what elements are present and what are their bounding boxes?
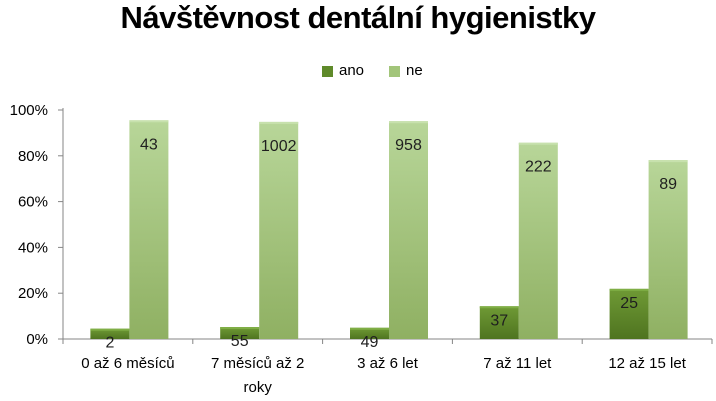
bar-ano xyxy=(220,327,260,339)
data-label-ne: 1002 xyxy=(261,138,297,155)
y-tick-label: 80% xyxy=(18,148,48,165)
bar-top-ne xyxy=(259,121,299,124)
x-tick-label: 7 až 11 let xyxy=(483,355,552,372)
bar-ano xyxy=(350,327,389,339)
y-tick-label: 0% xyxy=(26,331,48,348)
data-label-ano: 2 xyxy=(105,335,114,352)
y-tick-label: 100% xyxy=(10,102,48,119)
x-tick-label: 12 až 15 let xyxy=(608,355,686,372)
y-tick-label: 60% xyxy=(18,194,48,211)
bar-top-ne xyxy=(518,142,558,145)
bar-top-ne xyxy=(129,120,169,123)
legend-swatch-ne xyxy=(389,65,400,77)
x-tick-label: 7 měsíců až 2 roky xyxy=(211,355,304,396)
legend-label-ano: ano xyxy=(339,62,365,79)
data-label-ano: 25 xyxy=(620,295,638,312)
legend: ano ne xyxy=(0,60,716,82)
legend-label-ne: ne xyxy=(406,62,423,79)
bar-top-ano xyxy=(350,327,389,330)
legend-item-ne: ne xyxy=(389,60,423,82)
data-label-ne: 89 xyxy=(659,176,677,193)
data-label-ne: 43 xyxy=(140,136,158,153)
bar-ne xyxy=(259,121,299,340)
bar-top-ano xyxy=(90,328,130,331)
data-label-ano: 55 xyxy=(231,333,249,350)
bar-top-ne xyxy=(389,121,428,124)
bar-ano xyxy=(479,306,519,339)
bar-top-ano xyxy=(479,306,519,309)
y-tick-label: 40% xyxy=(18,239,48,256)
bar-ne xyxy=(648,160,688,339)
legend-swatch-ano xyxy=(322,65,333,77)
bar-ne xyxy=(129,120,169,340)
bar-top-ano xyxy=(609,288,649,291)
data-label-ano: 37 xyxy=(490,312,508,329)
bar-ano xyxy=(609,288,649,339)
bar-ne xyxy=(389,121,428,339)
bar-ne xyxy=(518,142,558,339)
bar-top-ano xyxy=(220,327,260,330)
data-label-ne: 958 xyxy=(395,137,422,154)
data-label-ano: 49 xyxy=(361,334,379,351)
x-tick-label: 0 až 6 měsíců xyxy=(81,355,174,372)
bar-ano xyxy=(90,328,130,339)
chart-title: Návštěvnost dentální hygienistky xyxy=(120,0,596,35)
y-tick-label: 20% xyxy=(18,285,48,302)
x-tick-label: 3 až 6 let xyxy=(357,355,419,372)
legend-item-ano: ano xyxy=(322,60,364,82)
data-label-ne: 222 xyxy=(525,159,552,176)
bar-top-ne xyxy=(648,160,688,163)
